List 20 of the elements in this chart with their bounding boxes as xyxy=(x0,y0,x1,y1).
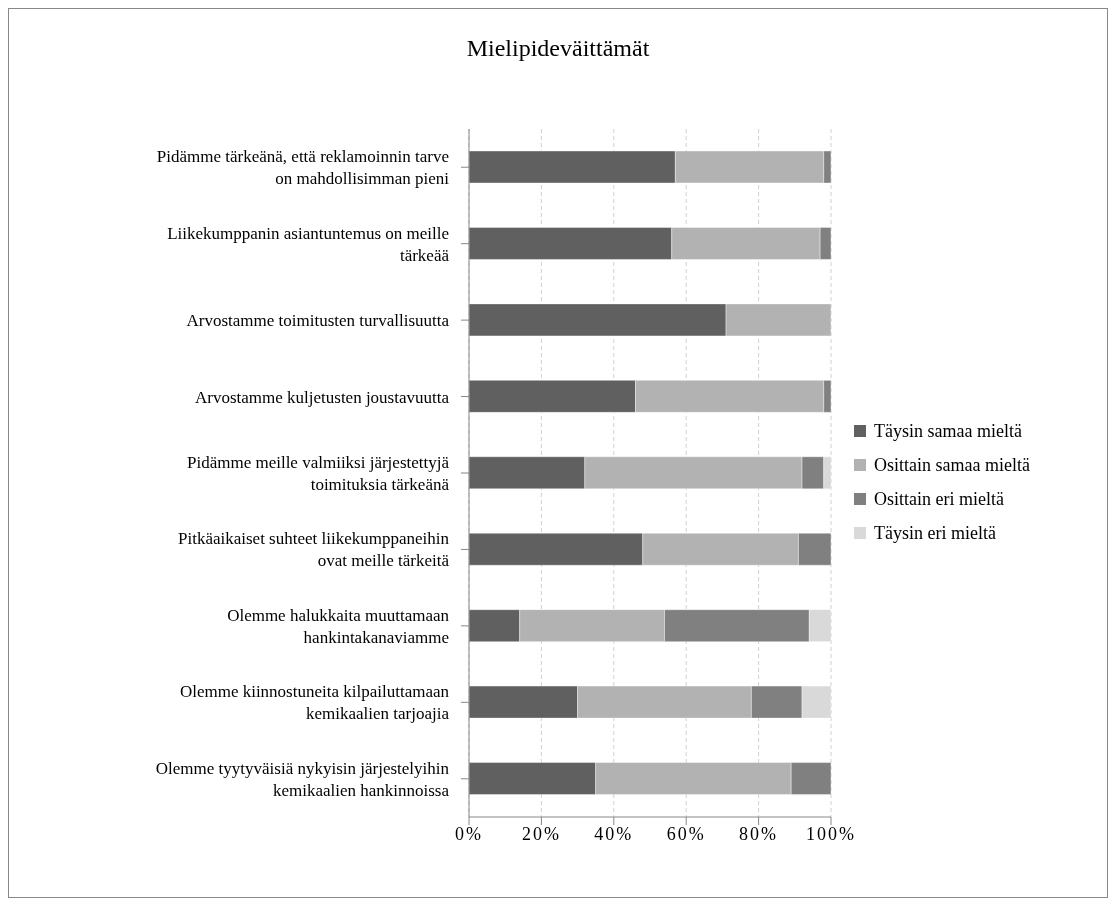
x-tick-label: 40% xyxy=(594,823,634,844)
y-tick-label: Olemme tyytyväisiä nykyisin järjestelyihin kemikaalien hankinnoissa xyxy=(155,758,450,800)
chart-title: Mielipideväittämät xyxy=(465,35,651,62)
x-tick-label: 100% xyxy=(806,823,856,844)
x-tick-label: 0% xyxy=(455,823,483,844)
y-tick-label: Pidämme meille valmiiksi järjestettyjä toimituksia tärkeänä xyxy=(186,452,450,494)
legend-label: Osittain eri mieltä xyxy=(874,488,1004,510)
y-tick-label: Olemme kiinnostuneita kilpailuttamaan kemikaalien tarjoajia xyxy=(179,681,450,723)
y-tick-label: Liikekumppanin asiantuntemus on meille tärkeää xyxy=(167,223,450,265)
x-tick-label: 80% xyxy=(739,823,779,844)
y-tick-label: Pidämme tärkeänä, että reklamoinnin tarve on mahdollisimman pieni xyxy=(156,146,450,188)
legend-label: Osittain samaa mieltä xyxy=(874,454,1030,476)
legend-label: Täysin eri mieltä xyxy=(874,522,996,544)
y-tick-label: Olemme halukkaita muuttamaan hankintakanaviamme xyxy=(227,605,450,647)
legend-label: Täysin samaa mieltä xyxy=(874,420,1022,442)
y-tick-label: Arvostamme kuljetusten joustavuutta xyxy=(194,387,450,407)
x-tick-label: 60% xyxy=(666,823,706,844)
y-tick-label: Arvostamme toimitusten turvallisuutta xyxy=(186,310,450,330)
x-tick-label: 20% xyxy=(521,823,561,844)
y-tick-label: Pitkäaikaiset suhteet liikekumppaneihin ovat meille tärkeitä xyxy=(178,528,450,570)
